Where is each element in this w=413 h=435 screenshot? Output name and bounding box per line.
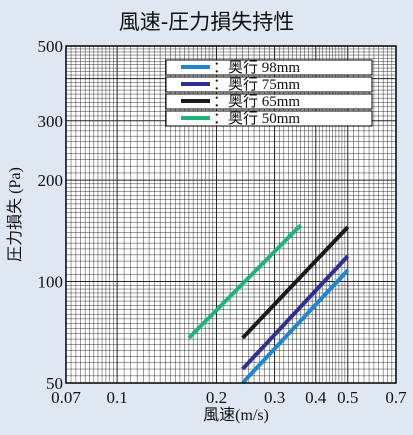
legend: ：奥行 98mm：奥行 75mm：奥行 65mm：奥行 50mm: [165, 59, 373, 127]
series-line-1: [241, 268, 350, 385]
x-axis-label: 風速(m/s): [203, 406, 269, 424]
legend-label: ：奥行 75mm: [213, 76, 300, 93]
legend-box: [165, 93, 373, 110]
plot-frame: [65, 45, 397, 384]
x-tick-label: 0.4: [305, 388, 327, 407]
x-tick-label: 0.1: [106, 388, 127, 407]
legend-label: ：奥行 50mm: [213, 110, 300, 127]
x-tick-labels: 0.07 0.1 0.2 0.3 0.4 0.5 0.7: [51, 388, 407, 407]
series-line-2: [241, 254, 350, 371]
legend-label: ：奥行 98mm: [213, 59, 300, 76]
series-line-3: [241, 225, 350, 340]
x-tick-label: 0.2: [206, 388, 227, 407]
series-line-4: [187, 223, 303, 340]
legend-box: [165, 76, 373, 93]
y-tick-label: 500: [38, 37, 64, 56]
series-layer: [187, 223, 350, 385]
y-tick-label: 300: [38, 112, 64, 131]
legend-box: [165, 110, 373, 127]
y-tick-labels: 50 100 200 300 500: [38, 37, 64, 393]
legend-box: [165, 59, 373, 76]
legend-label: ：奥行 65mm: [213, 93, 300, 110]
y-tick-label: 200: [38, 171, 64, 190]
x-tick-label: 0.07: [51, 388, 81, 407]
y-tick-label: 50: [46, 374, 63, 393]
x-tick-label: 0.3: [264, 388, 285, 407]
x-tick-label: 0.5: [337, 388, 358, 407]
y-axis-label: 圧力損失 (Pa): [6, 167, 24, 262]
chart-title: 風速-圧力損失持性: [118, 10, 295, 34]
y-tick-label: 100: [38, 273, 64, 292]
x-tick-label: 0.7: [385, 388, 407, 407]
